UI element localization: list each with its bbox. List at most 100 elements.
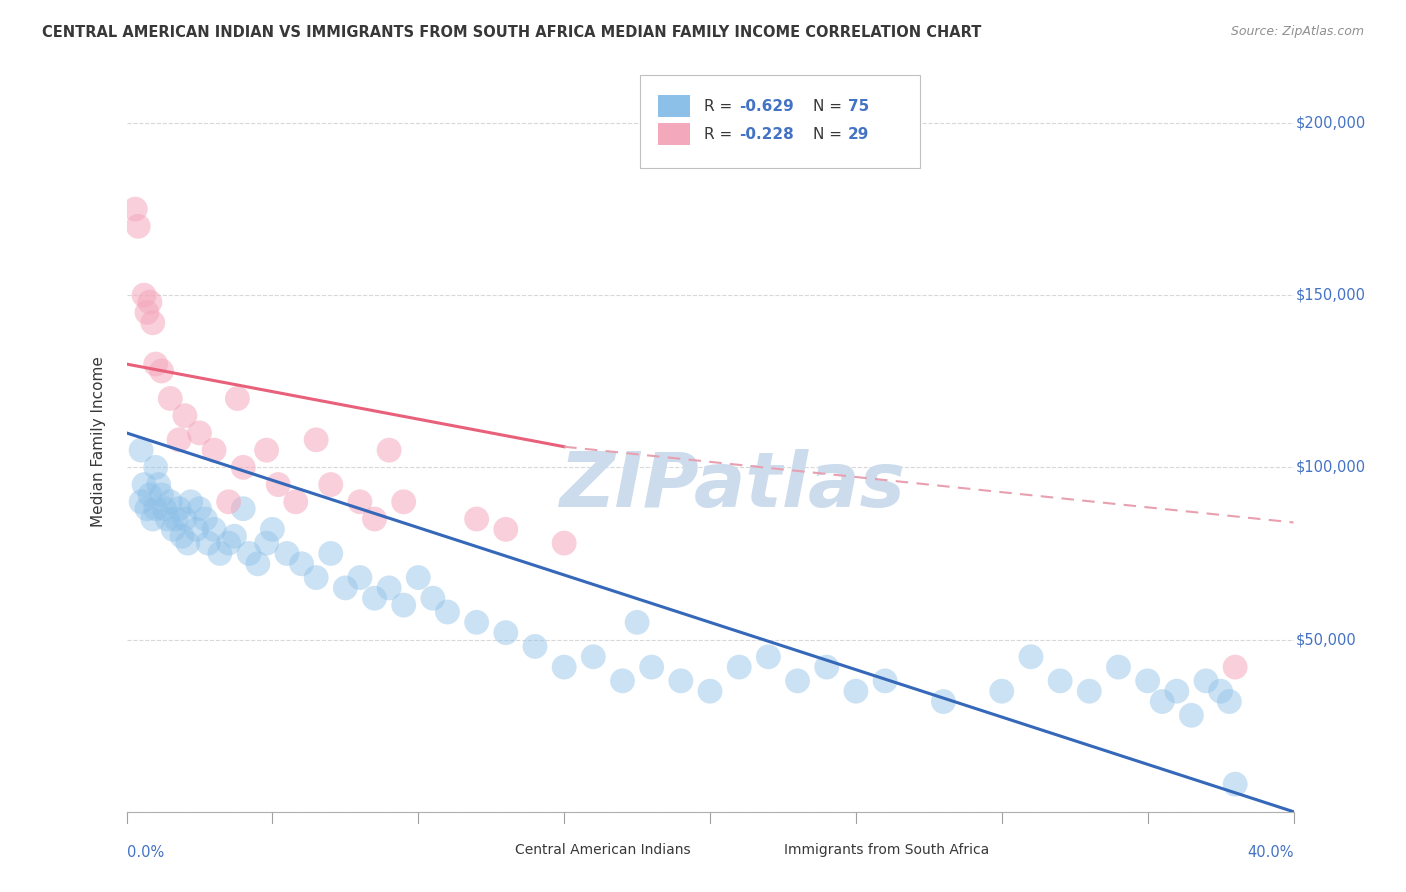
Point [129, 495, 152, 509]
Y-axis label: Median Family Income: Median Family Income [91, 356, 105, 527]
Point [845, 684, 868, 698]
Point [127, 219, 149, 234]
Text: ZIPatlas: ZIPatlas [561, 449, 907, 523]
Point [150, 488, 173, 502]
Point [174, 512, 197, 526]
Text: Immigrants from South Africa: Immigrants from South Africa [783, 843, 988, 857]
Point [1218, 694, 1240, 708]
Point [1152, 694, 1174, 708]
Point [145, 460, 167, 475]
Point [932, 694, 955, 708]
Point [465, 615, 488, 630]
Point [408, 570, 430, 584]
Point [132, 288, 155, 302]
Point [1019, 649, 1042, 664]
Text: 29: 29 [848, 127, 869, 142]
Point [139, 488, 162, 502]
Point [145, 501, 167, 516]
FancyBboxPatch shape [658, 95, 690, 117]
Point [392, 495, 415, 509]
Point [422, 591, 444, 606]
Point [267, 477, 290, 491]
Point [238, 546, 260, 560]
Point [232, 501, 254, 516]
Point [174, 409, 197, 423]
Point [319, 546, 342, 560]
Point [136, 501, 159, 516]
Point [875, 673, 897, 688]
Point [363, 591, 385, 606]
Point [186, 522, 208, 536]
Point [194, 512, 217, 526]
Point [188, 425, 211, 440]
Point [148, 477, 170, 491]
Point [256, 536, 278, 550]
Text: Central American Indians: Central American Indians [515, 843, 690, 857]
Point [1166, 684, 1188, 698]
Point [139, 295, 162, 310]
Point [276, 546, 298, 560]
Point [349, 495, 371, 509]
Point [132, 477, 155, 491]
Point [232, 460, 254, 475]
Point [1195, 673, 1218, 688]
Point [669, 673, 692, 688]
Point [378, 443, 401, 458]
Point [363, 512, 385, 526]
FancyBboxPatch shape [477, 841, 506, 860]
Point [156, 512, 179, 526]
Point [262, 522, 284, 536]
Point [436, 605, 458, 619]
FancyBboxPatch shape [745, 841, 775, 860]
Point [290, 557, 312, 571]
Point [177, 536, 200, 550]
Point [626, 615, 648, 630]
Point [202, 522, 225, 536]
Point [582, 649, 605, 664]
Text: $150,000: $150,000 [1296, 288, 1365, 302]
Point [256, 443, 278, 458]
Point [1078, 684, 1101, 698]
FancyBboxPatch shape [658, 123, 690, 145]
Point [167, 501, 190, 516]
Point [1136, 673, 1159, 688]
Point [1180, 708, 1202, 723]
Point [124, 202, 146, 216]
Text: -0.228: -0.228 [740, 127, 794, 142]
Text: CENTRAL AMERICAN INDIAN VS IMMIGRANTS FROM SOUTH AFRICA MEDIAN FAMILY INCOME COR: CENTRAL AMERICAN INDIAN VS IMMIGRANTS FR… [42, 25, 981, 40]
Point [167, 433, 190, 447]
Point [142, 512, 165, 526]
Point [284, 495, 307, 509]
Text: $200,000: $200,000 [1296, 115, 1367, 130]
Point [1223, 777, 1246, 791]
Point [150, 364, 173, 378]
Point [378, 581, 401, 595]
Point [786, 673, 808, 688]
Point [224, 529, 246, 543]
Point [1049, 673, 1071, 688]
Text: 75: 75 [848, 99, 869, 113]
Point [1108, 660, 1130, 674]
Text: $100,000: $100,000 [1296, 460, 1367, 475]
Point [756, 649, 779, 664]
Point [170, 529, 193, 543]
Text: -0.629: -0.629 [740, 99, 794, 113]
Point [159, 495, 181, 509]
Text: R =: R = [704, 127, 737, 142]
Point [188, 501, 211, 516]
Point [699, 684, 721, 698]
Point [1209, 684, 1232, 698]
Point [305, 433, 328, 447]
Point [815, 660, 838, 674]
Text: $50,000: $50,000 [1296, 632, 1357, 647]
Point [129, 443, 152, 458]
Text: Source: ZipAtlas.com: Source: ZipAtlas.com [1230, 25, 1364, 38]
Point [202, 443, 225, 458]
FancyBboxPatch shape [640, 75, 920, 168]
Point [162, 522, 184, 536]
Point [218, 495, 240, 509]
Text: R =: R = [704, 99, 737, 113]
Text: N =: N = [813, 127, 846, 142]
Point [246, 557, 269, 571]
Text: 40.0%: 40.0% [1247, 845, 1294, 860]
